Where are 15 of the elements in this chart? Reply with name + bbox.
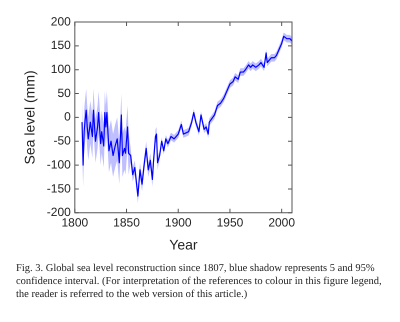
x-tick-label: 2000 <box>268 215 296 230</box>
y-axis-title: Sea level (mm) <box>21 70 38 164</box>
y-tick-label: -100 <box>46 157 72 172</box>
x-tick-label: 1900 <box>164 215 192 230</box>
y-tick-label: 0 <box>64 110 72 124</box>
y-tick-label: 200 <box>50 14 72 28</box>
y-tick-label: -150 <box>46 181 72 196</box>
x-tick-label: 1950 <box>216 215 244 230</box>
x-tick-label: 1850 <box>113 215 140 230</box>
x-axis-title: Year <box>169 236 198 252</box>
y-tick-label: 150 <box>50 38 72 52</box>
caption: Fig. 3. Global sea level reconstruction since 1807, blue shadow represents 5 and 95% confidence interval. (For interpretation of the references to colour in this figure legend, the reader is referred to the web version of this article.) <box>15 262 383 301</box>
y-tick-label: 100 <box>50 62 72 76</box>
y-tick-label: 50 <box>57 86 72 100</box>
y-tick-label: -50 <box>53 134 72 148</box>
